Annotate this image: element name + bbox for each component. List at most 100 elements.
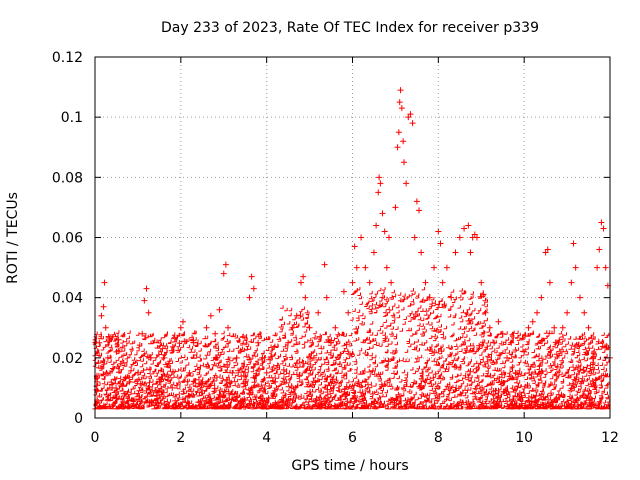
data-point — [538, 294, 545, 301]
data-point — [96, 339, 103, 346]
data-point — [452, 249, 459, 256]
data-point — [602, 264, 609, 271]
data-point — [405, 114, 412, 121]
data-point — [179, 318, 186, 325]
y-tick-label: 0.1 — [61, 110, 83, 126]
y-tick-label: 0.02 — [52, 351, 83, 367]
data-point — [122, 390, 129, 397]
data-point — [504, 354, 510, 361]
axis-ticks — [94, 56, 611, 419]
data-point — [306, 324, 313, 331]
data-point — [366, 279, 373, 286]
data-point — [559, 324, 566, 331]
data-point — [486, 324, 493, 331]
data-point — [508, 339, 515, 346]
data-point — [259, 354, 266, 361]
data-point — [570, 240, 577, 247]
data-point — [207, 312, 214, 319]
data-point — [431, 264, 438, 271]
data-point — [400, 138, 407, 145]
roti-point-cloud — [92, 286, 611, 410]
data-point — [353, 264, 360, 271]
data-point — [413, 198, 420, 205]
data-point — [113, 348, 120, 355]
data-point — [596, 246, 603, 253]
data-point — [225, 324, 232, 331]
data-point — [581, 309, 588, 316]
y-tick-label: 0 — [74, 411, 83, 427]
data-point — [388, 279, 395, 286]
data-point — [482, 309, 489, 316]
data-point — [600, 225, 607, 232]
data-point — [394, 144, 401, 151]
data-point — [104, 354, 111, 361]
data-point — [416, 207, 423, 214]
data-point — [248, 273, 255, 280]
data-point — [373, 222, 380, 229]
data-point — [589, 354, 596, 361]
data-point — [467, 249, 474, 256]
data-point — [585, 324, 592, 331]
y-tick-labels: 0 0.02 0.04 0.06 0.08 0.1 0.12 — [52, 50, 83, 427]
data-point — [576, 294, 583, 301]
data-point — [418, 249, 425, 256]
data-point — [190, 339, 197, 346]
data-point — [345, 309, 352, 316]
data-point — [250, 285, 257, 292]
x-tick-label: 6 — [348, 430, 357, 446]
x-axis-label: GPS time / hours — [291, 458, 408, 474]
data-point — [272, 378, 279, 385]
x-tick-label: 4 — [262, 430, 271, 446]
data-point — [332, 324, 339, 331]
data-point — [233, 354, 240, 361]
data-point — [156, 378, 163, 385]
y-axis-label: ROTI / TECUs — [5, 192, 21, 284]
data-point — [478, 279, 485, 286]
data-point — [263, 369, 270, 376]
y-tick-label: 0.12 — [52, 50, 83, 66]
data-point — [521, 348, 528, 355]
data-point — [143, 285, 150, 292]
data-point — [115, 336, 122, 343]
data-point — [491, 339, 498, 346]
data-point — [383, 264, 390, 271]
data-point — [435, 228, 442, 235]
data-point — [101, 279, 108, 286]
data-point — [246, 294, 253, 301]
data-point — [169, 384, 176, 391]
data-point — [186, 369, 193, 376]
data-point — [147, 354, 154, 361]
data-point — [107, 369, 114, 376]
data-point — [572, 264, 579, 271]
data-point — [542, 249, 549, 256]
data-point — [401, 159, 407, 166]
data-point — [351, 243, 358, 250]
x-tick-label: 10 — [515, 430, 533, 446]
data-point — [461, 225, 468, 232]
data-point — [216, 306, 223, 313]
data-point — [220, 270, 227, 277]
data-point — [145, 309, 152, 316]
data-point — [392, 204, 399, 211]
data-point — [437, 240, 444, 247]
data-point — [407, 111, 414, 118]
data-point — [285, 339, 292, 346]
data-point — [212, 330, 219, 337]
data-point — [448, 294, 455, 301]
data-point — [568, 279, 575, 286]
data-point — [328, 339, 335, 346]
data-point — [323, 294, 330, 301]
data-point — [471, 231, 478, 238]
data-point — [397, 87, 404, 94]
data-point — [594, 264, 601, 271]
roti-cloud-path — [92, 286, 611, 410]
data-point — [242, 378, 249, 385]
data-point — [100, 303, 107, 310]
data-point — [534, 309, 541, 316]
y-tick-label: 0.04 — [52, 291, 83, 307]
data-point — [456, 234, 463, 241]
data-point — [377, 180, 384, 187]
data-point — [395, 129, 402, 136]
data-point — [255, 339, 262, 346]
data-point — [177, 324, 184, 331]
